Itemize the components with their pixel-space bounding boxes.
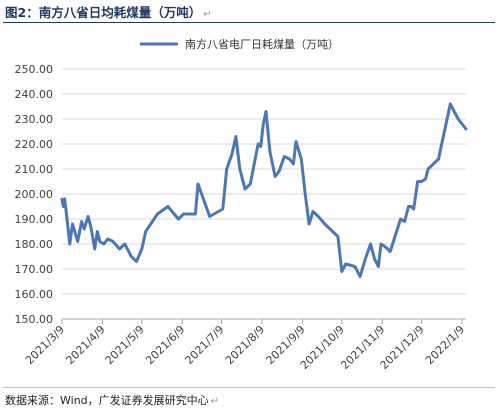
return-mark-icon: ↵ <box>210 396 220 407</box>
x-tick-label: 2022/1/9 <box>423 323 467 367</box>
y-tick-label: 240.00 <box>15 88 54 101</box>
x-tick-label: 2021/7/9 <box>183 323 227 367</box>
chart-grid <box>62 68 466 320</box>
series-line <box>60 102 468 278</box>
y-tick-label: 220.00 <box>15 138 54 151</box>
x-tick-label: 2021/6/9 <box>143 323 187 367</box>
legend-label: 南方八省电厂日耗煤量（万吨） <box>185 37 339 51</box>
figure-title-text: 图2：南方八省日均耗煤量（万吨） <box>5 5 202 20</box>
x-tick-label: 2021/8/9 <box>223 323 267 367</box>
title-divider <box>3 22 495 23</box>
y-tick-label: 250.00 <box>15 63 54 76</box>
x-tick-label: 2021/3/9 <box>23 323 67 367</box>
y-tick-label: 180.00 <box>15 238 54 251</box>
y-tick-label: 200.00 <box>15 188 54 201</box>
source-note: 数据来源：Wind，广发证券发展研究中心 ↵ <box>5 392 219 408</box>
chart-legend: 南方八省电厂日耗煤量（万吨） <box>140 37 339 51</box>
x-tick-label: 2021/5/9 <box>103 323 147 367</box>
y-tick-label: 160.00 <box>15 288 54 301</box>
y-tick-label: 230.00 <box>15 113 54 126</box>
chart-area: 南方八省电厂日耗煤量（万吨） 150.00 160.00 170.00 180.00 1… <box>0 26 502 378</box>
y-tick-label: 190.00 <box>15 213 54 226</box>
y-tick-label: 150.00 <box>15 313 54 326</box>
line-chart: 南方八省电厂日耗煤量（万吨） 150.00160.00170.00180.001… <box>15 37 468 372</box>
y-axis-ticks: 150.00 160.00 170.00 180.00 190.00 200.00 210.… <box>15 63 54 326</box>
figure-title: 图2：南方八省日均耗煤量（万吨） ↵ <box>5 2 212 20</box>
source-text: 数据来源：Wind，广发证券发展研究中心 <box>5 394 209 407</box>
series-layer <box>60 102 468 278</box>
y-tick-label: 170.00 <box>15 263 54 276</box>
x-tick-label: 2021/4/9 <box>64 323 108 367</box>
source-divider <box>3 387 495 388</box>
y-tick-label: 210.00 <box>15 163 54 176</box>
x-axis-ticks: 2021/3/92021/4/92021/5/92021/6/92021/7/9… <box>23 319 467 372</box>
return-mark-icon: ↵ <box>203 9 212 20</box>
